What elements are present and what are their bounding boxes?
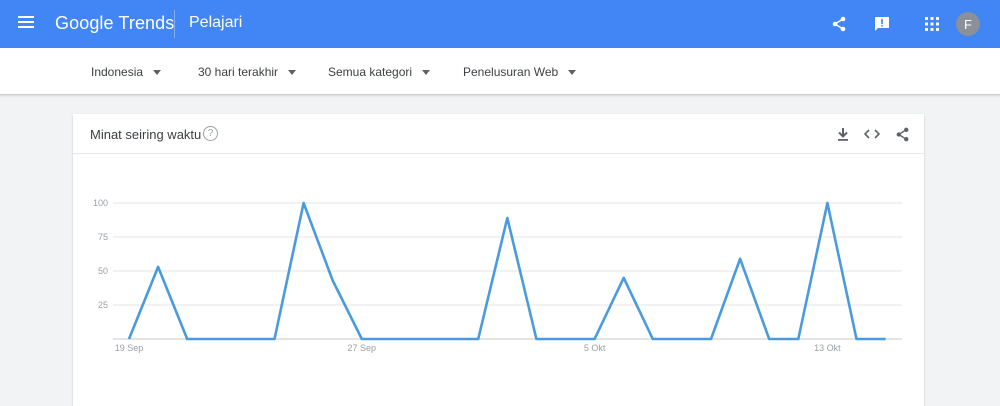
google-trends-logo[interactable]: Google Trends <box>55 13 175 33</box>
chevron-down-icon <box>153 69 162 75</box>
account-avatar[interactable]: F <box>956 12 980 36</box>
chevron-down-icon <box>568 69 577 75</box>
apps-icon[interactable] <box>920 12 944 36</box>
time-range-dropdown[interactable]: 30 hari terakhir <box>198 65 297 79</box>
category-label: Semua kategori <box>328 65 413 79</box>
share-icon[interactable] <box>893 125 911 143</box>
region-dropdown[interactable]: Indonesia <box>91 65 162 79</box>
chevron-down-icon <box>422 69 431 75</box>
region-label: Indonesia <box>91 65 144 79</box>
menu-icon[interactable] <box>18 16 34 30</box>
share-icon[interactable] <box>827 12 851 36</box>
embed-icon[interactable] <box>863 125 881 143</box>
search-type-label: Penelusuran Web <box>463 65 559 79</box>
top-app-bar: Google Trends Pelajari F <box>0 0 1000 48</box>
card-title: Minat seiring waktu <box>90 127 202 142</box>
search-type-dropdown[interactable]: Penelusuran Web <box>463 65 577 79</box>
header-divider <box>174 10 175 38</box>
chevron-down-icon <box>288 69 297 75</box>
filter-bar: Indonesia 30 hari terakhir Semua kategor… <box>0 48 1000 95</box>
category-dropdown[interactable]: Semua kategori <box>328 65 431 79</box>
card-header: Minat seiring waktu ? <box>73 114 924 154</box>
feedback-icon[interactable] <box>870 12 894 36</box>
page-title: Pelajari <box>189 14 243 31</box>
time-range-label: 30 hari terakhir <box>198 65 279 79</box>
interest-over-time-card: Minat seiring waktu ? <box>73 114 924 406</box>
download-icon[interactable] <box>834 125 852 143</box>
help-icon[interactable]: ? <box>203 126 218 141</box>
